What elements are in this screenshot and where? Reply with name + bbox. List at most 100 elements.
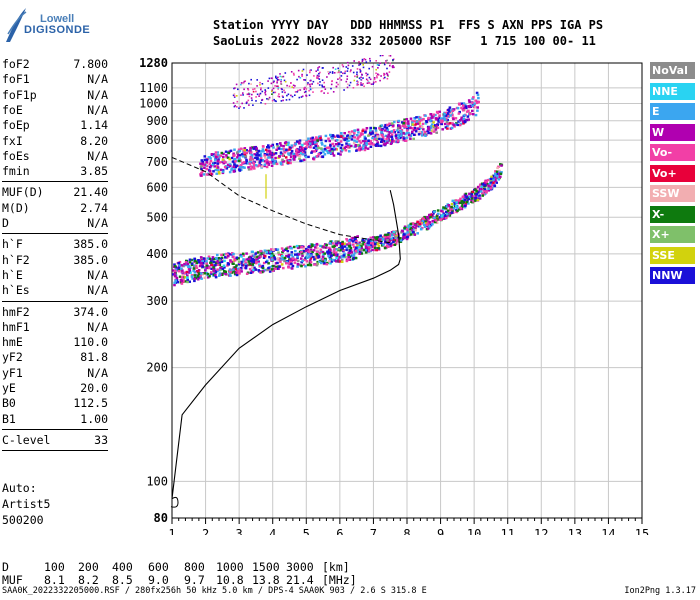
echo-point (402, 132, 405, 135)
echo-point (309, 140, 312, 143)
echo-point (332, 245, 335, 248)
echo-point (244, 263, 247, 266)
echo-point (331, 258, 335, 262)
echo-point (300, 96, 303, 98)
echo-point (412, 128, 416, 132)
echo-point (241, 155, 245, 158)
echo-point (497, 178, 500, 181)
echo-point (422, 128, 425, 131)
echo-point (391, 66, 394, 69)
param-row-foe: foE N/A (2, 103, 108, 117)
echo-point (280, 147, 283, 151)
echo-point (343, 146, 347, 150)
echo-point (387, 133, 390, 136)
echo-point (405, 118, 409, 121)
echo-point (250, 153, 254, 157)
echo-point (324, 259, 327, 262)
echo-point (411, 130, 414, 133)
echo-point (417, 133, 421, 136)
echo-point (291, 257, 294, 260)
echo-point (446, 112, 449, 115)
echo-point (413, 233, 417, 236)
echo-point (275, 148, 278, 151)
echo-point (193, 279, 196, 283)
echo-point (195, 261, 198, 265)
echo-point (267, 156, 270, 159)
echo-point (309, 137, 313, 140)
echo-point (384, 134, 388, 138)
echo-point (446, 214, 449, 217)
echo-point (227, 255, 230, 258)
echo-point (405, 228, 409, 231)
echo-point (332, 145, 336, 148)
echo-point (486, 182, 489, 186)
echo-point (234, 271, 238, 274)
echo-point (425, 223, 429, 227)
echo-point (298, 75, 300, 78)
echo-point (300, 264, 303, 268)
echo-point (213, 165, 216, 168)
echo-point (453, 125, 456, 128)
echo-point (466, 115, 470, 118)
echo-point (440, 120, 444, 124)
param-name: M(D) (2, 200, 30, 215)
echo-point (388, 235, 391, 238)
echo-point (237, 88, 239, 91)
echo-point (228, 158, 231, 161)
echo-point (472, 200, 475, 203)
x-tick-label: 1 (168, 527, 175, 535)
echo-point (267, 154, 271, 157)
echo-point (376, 247, 380, 250)
echo-point (214, 168, 217, 172)
echo-point (275, 143, 279, 146)
echo-point (444, 114, 448, 117)
echo-point (473, 105, 476, 109)
echo-point (313, 138, 317, 141)
echo-point (319, 71, 321, 74)
echo-point (349, 246, 353, 250)
echo-point (278, 79, 280, 81)
echo-point (209, 259, 213, 262)
echo-point (280, 100, 283, 102)
echo-point (284, 159, 287, 163)
footer-row_muf-cell: 9.0 (148, 573, 169, 587)
echo-point (393, 243, 397, 246)
echo-point (298, 139, 302, 142)
echo-point (216, 268, 219, 271)
echo-point (332, 250, 336, 253)
param-separator (2, 428, 108, 430)
echo-point (467, 118, 470, 121)
echo-point (433, 124, 437, 127)
echo-point (308, 142, 312, 145)
echo-point (295, 140, 299, 143)
echo-point (342, 72, 344, 75)
echo-point (235, 83, 238, 86)
param-row-he: h`E N/A (2, 268, 108, 282)
echo-point (329, 258, 332, 261)
echo-point (255, 257, 259, 261)
echo-point (329, 133, 332, 137)
echo-point (387, 237, 390, 240)
echo-point (233, 95, 236, 97)
echo-point (247, 99, 250, 102)
echo-point (428, 213, 431, 217)
echo-point (233, 93, 236, 95)
echo-point (233, 270, 236, 274)
echo-point (403, 226, 406, 230)
echo-point (343, 245, 347, 248)
echo-point (476, 194, 480, 197)
echo-point (461, 104, 465, 107)
echo-point (392, 129, 396, 132)
echo-point (280, 83, 283, 85)
echo-point (321, 84, 323, 87)
echo-point (200, 159, 204, 162)
echo-point (447, 204, 450, 207)
echo-point (386, 72, 388, 75)
echo-point (253, 260, 256, 264)
echo-point (265, 165, 269, 169)
echo-point (242, 94, 244, 96)
auto-label: Auto: (2, 481, 37, 495)
echo-point (463, 120, 467, 123)
echo-point (248, 95, 251, 98)
echo-point (250, 83, 252, 85)
